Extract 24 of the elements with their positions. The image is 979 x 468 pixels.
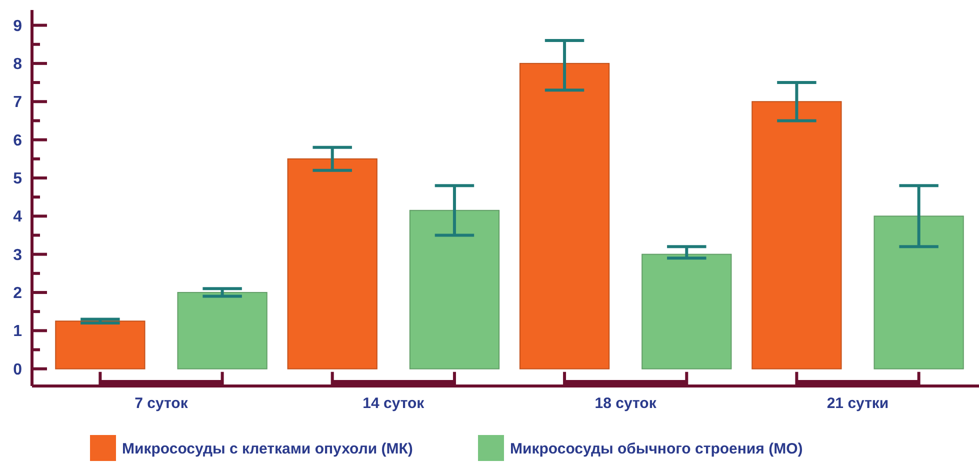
y-tick-label: 3 (13, 246, 22, 264)
bar (752, 101, 842, 370)
bar (874, 216, 964, 370)
x-tick-label: 18 суток (594, 395, 657, 412)
bar (409, 210, 500, 370)
y-tick-label: 6 (13, 132, 22, 150)
legend-label: Микрососуды обычного строения (МО) (510, 440, 803, 458)
y-tick-label: 1 (13, 323, 22, 340)
bar (55, 320, 146, 370)
x-tick-label: 21 сутки (826, 395, 889, 412)
y-tick-label: 2 (13, 285, 22, 302)
bar (519, 62, 610, 370)
y-tick-label: 4 (13, 208, 22, 226)
bar (177, 292, 268, 370)
y-tick-label: 8 (13, 56, 22, 74)
x-tick-label: 14 суток (362, 395, 425, 412)
bar (642, 254, 732, 370)
bar (287, 158, 378, 370)
y-tick-label: 0 (13, 361, 22, 378)
legend-label: Микрососуды с клетками опухоли (МК) (122, 440, 413, 458)
x-tick-label: 7 суток (134, 395, 188, 412)
y-tick-label: 5 (13, 170, 22, 188)
y-tick-label: 9 (13, 18, 22, 35)
y-tick-label: 7 (13, 94, 22, 112)
